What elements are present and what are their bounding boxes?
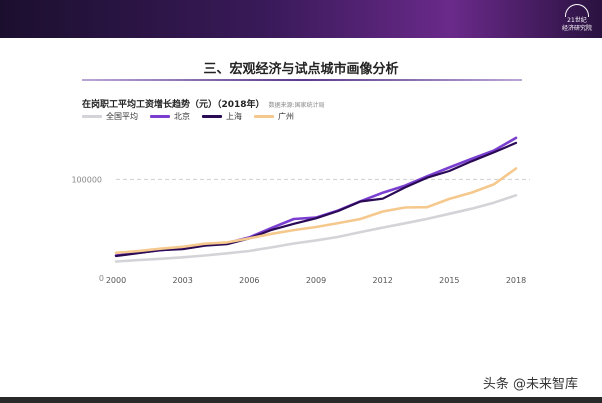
x-tick-label: 2018 (506, 276, 526, 285)
logo-text-2: 经济研究院 (561, 25, 592, 32)
legend-label: 全国平均 (106, 111, 138, 121)
chart-source: 数据来源:国家统计局 (268, 102, 325, 109)
chart-legend: 全国平均 北京 上海 广州 (82, 110, 294, 122)
brand-logo: 21世纪 经济研究院 (560, 4, 594, 34)
x-tick-label: 2015 (439, 276, 459, 285)
legend-swatch (82, 114, 102, 118)
y-tick-label: 0 (99, 274, 104, 283)
title-underline (82, 79, 522, 81)
chart-title-text: 在岗职工平均工资增长趋势（元）（2018年） (82, 100, 265, 110)
series-line-2 (114, 141, 518, 258)
legend-swatch (202, 114, 222, 118)
chart-title: 在岗职工平均工资增长趋势（元）（2018年） 数据来源:国家统计局 (82, 97, 325, 110)
x-tick-label: 2009 (306, 276, 326, 285)
series-line-0 (114, 194, 518, 263)
legend-item-0: 全国平均 (82, 111, 138, 122)
legend-label: 上海 (226, 111, 242, 121)
legend-label: 北京 (174, 111, 190, 121)
header-bar: 21世纪 经济研究院 (0, 0, 602, 38)
logo-text-1: 21世纪 (567, 17, 587, 24)
legend-item-3: 广州 (254, 111, 294, 122)
x-tick-label: 2000 (106, 276, 126, 285)
legend-swatch (254, 114, 274, 118)
legend-swatch (150, 114, 170, 118)
legend-label: 广州 (278, 111, 294, 121)
y-tick-label: 100000 (71, 175, 102, 184)
x-tick-label: 2006 (239, 276, 259, 285)
x-tick-label: 2012 (372, 276, 392, 285)
series-line-3 (114, 167, 518, 255)
legend-item-1: 北京 (150, 111, 190, 122)
bottom-bar (0, 397, 602, 403)
section-title: 三、宏观经济与试点城市画像分析 (203, 62, 399, 77)
watermark: 头条 @未来智库 (482, 377, 578, 392)
legend-item-2: 上海 (202, 111, 242, 122)
x-tick-label: 2003 (172, 276, 192, 285)
